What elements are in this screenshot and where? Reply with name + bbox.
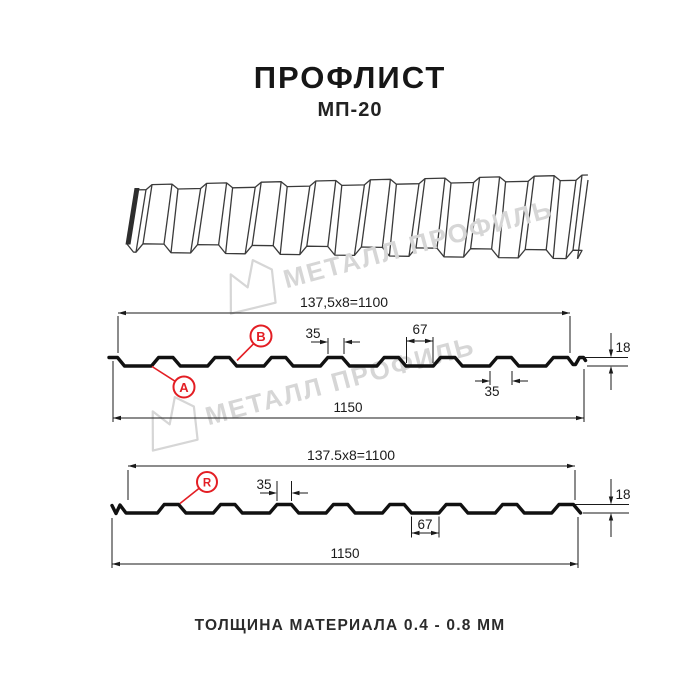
sheet-edge-line: [381, 179, 392, 248]
sheet-edge-line: [490, 176, 501, 250]
profile-section-r: 137.5x8=1100 35 67 18 1150: [110, 447, 631, 568]
variant-label-r: R: [179, 471, 218, 505]
metall-profil-logo-icon: [229, 259, 277, 315]
dim-text-rib-bottom-a: 35: [484, 384, 499, 399]
sheet-edge-line: [524, 176, 535, 250]
sheet-edge-line: [576, 179, 589, 259]
variant-label-r-text: R: [203, 478, 212, 490]
sheet-edge-line: [272, 181, 282, 246]
sheet-3d-view: [125, 174, 589, 260]
dim-text-working-width-r: 137.5x8=1100: [307, 447, 395, 463]
sheet-edge-line: [415, 178, 426, 248]
dim-overall-width-r: 1150: [111, 517, 579, 568]
watermark-brand-text: МЕТАЛЛ ПРОФИЛЬ: [202, 330, 478, 431]
sheet-body: [127, 174, 589, 260]
dim-valley-a: 67: [406, 322, 434, 363]
sheet-edge-line: [170, 188, 179, 253]
sheet-cut-edge: [125, 188, 140, 245]
profile-a-outline: [107, 355, 588, 368]
sheet-edge-line: [327, 180, 337, 247]
sheet-edge-line: [469, 177, 481, 249]
dim-height-a: 18: [579, 333, 631, 390]
dim-text-working-width-a: 137,5x8=1100: [300, 294, 388, 310]
sheet-edge-line: [517, 181, 529, 258]
sheet-edge-line: [565, 180, 577, 259]
dim-working-width-a: 137,5x8=1100: [117, 294, 571, 353]
sheet-edge-line: [299, 186, 311, 255]
sheet-edge-line: [306, 180, 317, 247]
side-label-a-text: A: [179, 380, 189, 395]
sheet-edge-line: [443, 182, 452, 257]
dim-overall-width-a: 1150: [112, 361, 585, 422]
dim-text-valley-a: 67: [412, 322, 427, 337]
dim-text-overall-width-r: 1150: [330, 546, 359, 561]
sheet-edge-line: [408, 183, 420, 257]
sheet-edge-line: [244, 187, 256, 254]
dim-rib-top-r: 35: [256, 477, 308, 501]
sheet-edge-line: [353, 184, 366, 256]
sheet-edge-line: [136, 174, 588, 191]
dim-text-height-a: 18: [616, 340, 631, 355]
thickness-note: ТОЛЩИНА МАТЕРИАЛА 0.4 - 0.8 ММ: [194, 617, 506, 634]
dim-height-r: 18: [575, 479, 631, 537]
dim-rib-top-a: 35: [305, 326, 360, 354]
dim-text-valley-r: 67: [417, 517, 432, 532]
sheet-edge-line: [142, 184, 153, 244]
profile-section-a: 137,5x8=1100 35 67 35 18: [107, 294, 631, 422]
sheet-edge-line: [436, 178, 446, 249]
sheet-edge-line: [217, 182, 228, 245]
sheet-edge-line: [189, 188, 202, 254]
sheet-edge-line: [497, 181, 507, 258]
side-label-a: A: [151, 365, 196, 399]
sheet-edge-line: [251, 182, 262, 246]
sheet-edge-line: [135, 189, 147, 253]
sheet-edge-line: [360, 179, 372, 248]
sheet-edge-line: [163, 184, 173, 245]
side-label-b: B: [236, 324, 273, 362]
sheet-edge-line: [552, 180, 561, 259]
dim-rib-bottom-a: 35: [475, 371, 528, 399]
profile-r-outline: [110, 502, 583, 516]
side-label-b-text: B: [256, 329, 265, 344]
dim-working-width-r: 137.5x8=1100: [127, 447, 576, 500]
sheet-edge-line: [196, 183, 208, 245]
sheet-edge-line: [334, 185, 343, 256]
sheet-edge-line: [545, 175, 555, 250]
sheet-corrugation-lines: [126, 174, 589, 260]
dim-valley-r: 67: [411, 516, 440, 538]
sheet-edge-line: [572, 175, 583, 251]
dim-text-rib-top-r: 35: [256, 477, 271, 492]
metall-profil-logo-icon: [151, 396, 199, 452]
sheet-edge-line: [462, 182, 475, 258]
dim-text-rib-top-a: 35: [305, 326, 320, 341]
dim-text-height-r: 18: [616, 487, 631, 502]
page-title: ПРОФЛИСТ: [253, 60, 447, 95]
model-label: МП-20: [317, 99, 383, 121]
sheet-edge-line: [388, 184, 398, 257]
sheet-edge-line: [126, 243, 583, 260]
dim-text-overall-width-a: 1150: [333, 400, 362, 415]
sheet-edge-line: [224, 187, 234, 254]
sheet-edge-line: [279, 186, 288, 255]
